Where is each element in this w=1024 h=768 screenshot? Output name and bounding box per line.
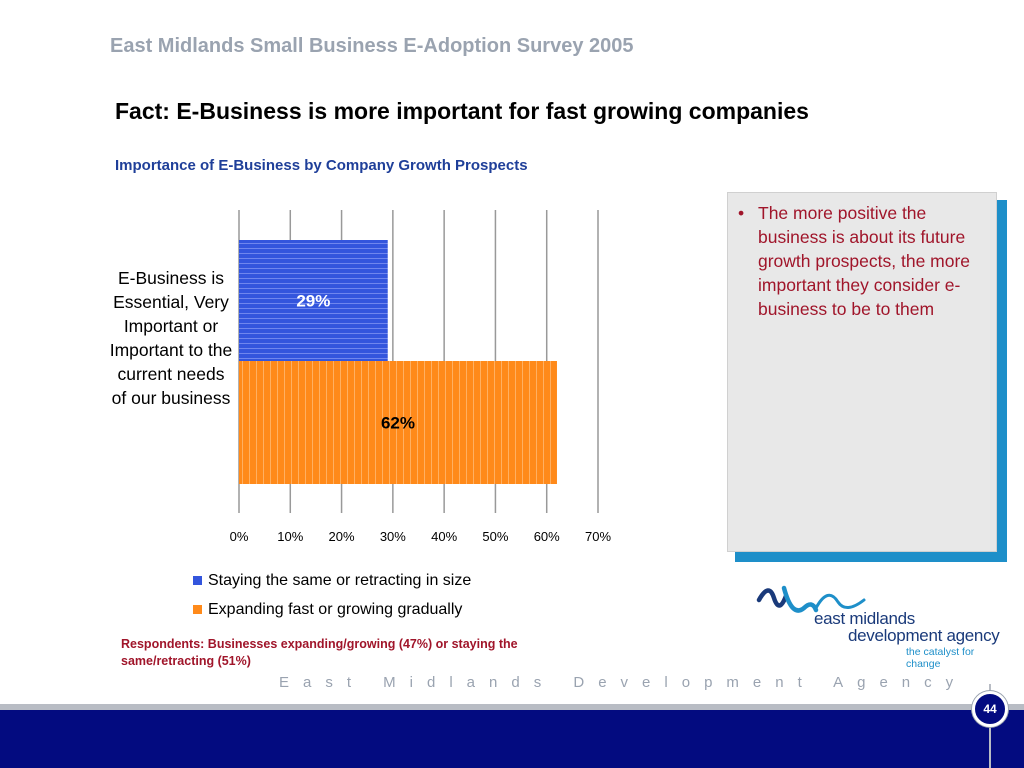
x-tick-label: 20% [329,529,355,544]
legend-swatch-blue [193,576,202,585]
x-tick-label: 60% [534,529,560,544]
note-bullet-item: • The more positive the business is abou… [738,201,988,321]
legend-item-staying: Staying the same or retracting in size [193,566,471,595]
x-tick-label: 10% [277,529,303,544]
logo-tagline: the catalyst for change [906,646,1006,670]
respondents-note: Respondents: Businesses expanding/growin… [121,636,571,670]
footer-band [0,710,1024,768]
page-number: 44 [972,691,1008,727]
note-box: • The more positive the business is abou… [727,192,997,552]
chart-legend: Staying the same or retracting in size E… [193,566,471,624]
emda-logo: east midlands development agency the cat… [756,578,1006,660]
logo-name-line2: development agency [848,626,1000,646]
x-tick-label: 0% [230,529,249,544]
bullet-icon: • [738,201,758,321]
x-tick-label: 40% [431,529,457,544]
legend-label-expanding: Expanding fast or growing gradually [208,601,462,619]
data-label: 62% [381,414,415,433]
legend-label-staying: Staying the same or retracting in size [208,572,471,590]
x-tick-label: 30% [380,529,406,544]
legend-item-expanding: Expanding fast or growing gradually [193,595,471,624]
legend-swatch-orange [193,605,202,614]
footer-agency-text: East Midlands Development Agency [279,674,967,691]
x-tick-label: 50% [482,529,508,544]
data-label: 29% [296,292,330,311]
note-text: The more positive the business is about … [758,201,988,321]
category-label: E-Business is Essential, Very Important … [108,266,234,410]
x-tick-label: 70% [585,529,611,544]
